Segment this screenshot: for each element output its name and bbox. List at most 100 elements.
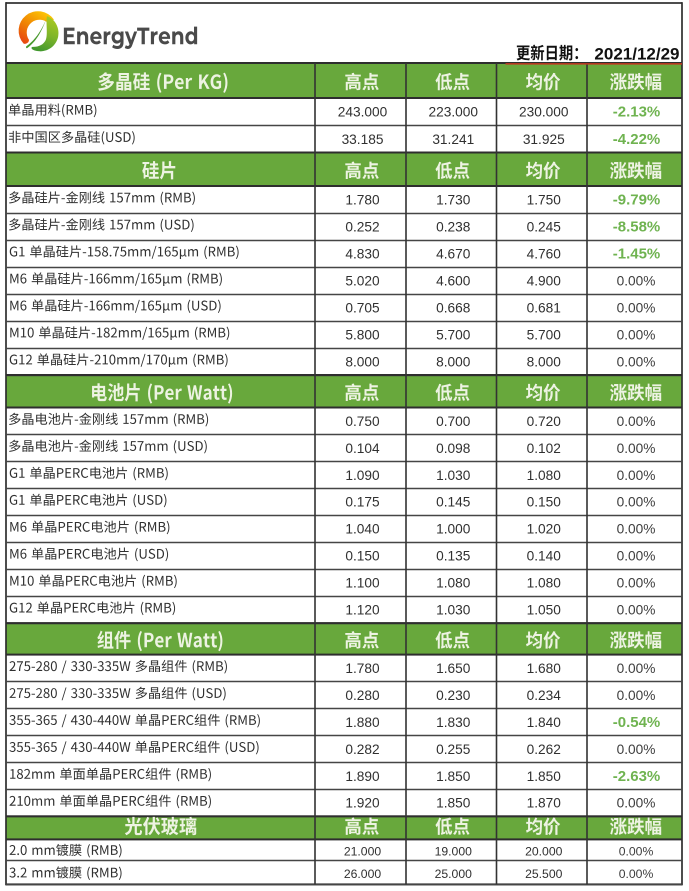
svg-text:1.680: 1.680	[527, 661, 562, 676]
svg-text:0.234: 0.234	[527, 688, 562, 703]
svg-text:0.668: 0.668	[436, 300, 471, 315]
svg-text:1.000: 1.000	[436, 522, 471, 537]
svg-text:0.681: 0.681	[527, 300, 561, 315]
svg-text:0.00%: 0.00%	[617, 273, 656, 288]
svg-text:8.000: 8.000	[436, 354, 471, 369]
svg-text:1.850: 1.850	[527, 769, 562, 784]
svg-text:1.870: 1.870	[527, 796, 562, 811]
svg-text:1.750: 1.750	[527, 192, 562, 207]
svg-text:1.080: 1.080	[527, 576, 562, 591]
svg-text:0.00%: 0.00%	[619, 867, 654, 881]
svg-text:1.780: 1.780	[345, 661, 380, 676]
svg-text:0.00%: 0.00%	[617, 603, 656, 618]
svg-text:1.920: 1.920	[345, 796, 380, 811]
svg-text:0.00%: 0.00%	[617, 327, 656, 342]
svg-text:25.500: 25.500	[525, 867, 562, 881]
svg-text:0.00%: 0.00%	[617, 661, 656, 676]
svg-text:2021/12/29: 2021/12/29	[594, 44, 679, 63]
svg-text:0.150: 0.150	[527, 495, 562, 510]
svg-text:25.000: 25.000	[435, 867, 472, 881]
svg-text:-4.22%: -4.22%	[613, 131, 661, 148]
svg-text:1.850: 1.850	[436, 769, 471, 784]
svg-text:0.00%: 0.00%	[617, 688, 656, 703]
svg-text:1.850: 1.850	[436, 796, 471, 811]
svg-text:0.750: 0.750	[345, 414, 380, 429]
svg-text:0.720: 0.720	[527, 414, 562, 429]
svg-text:1.830: 1.830	[436, 715, 471, 730]
svg-text:223.000: 223.000	[429, 105, 479, 120]
svg-text:1.840: 1.840	[527, 715, 562, 730]
svg-text:-1.45%: -1.45%	[613, 245, 661, 262]
svg-text:31.241: 31.241	[432, 132, 474, 147]
svg-text:1.650: 1.650	[436, 661, 471, 676]
svg-text:19.000: 19.000	[435, 845, 472, 859]
svg-text:1.080: 1.080	[436, 576, 471, 591]
svg-text:1.090: 1.090	[345, 468, 380, 483]
svg-text:0.00%: 0.00%	[617, 300, 656, 315]
svg-text:0.282: 0.282	[345, 742, 379, 757]
svg-text:0.00%: 0.00%	[617, 549, 656, 564]
svg-text:0.262: 0.262	[527, 742, 561, 757]
svg-text:4.600: 4.600	[436, 273, 471, 288]
svg-text:1.730: 1.730	[436, 192, 471, 207]
svg-text:1.080: 1.080	[527, 468, 562, 483]
svg-text:0.00%: 0.00%	[617, 441, 656, 456]
svg-text:0.00%: 0.00%	[617, 796, 656, 811]
svg-text:26.000: 26.000	[344, 867, 381, 881]
svg-text:0.00%: 0.00%	[617, 495, 656, 510]
svg-text:0.252: 0.252	[345, 219, 379, 234]
svg-text:1.050: 1.050	[527, 603, 562, 618]
svg-text:0.00%: 0.00%	[617, 468, 656, 483]
svg-text:0.00%: 0.00%	[617, 576, 656, 591]
svg-text:1.780: 1.780	[345, 192, 380, 207]
svg-text:0.00%: 0.00%	[617, 354, 656, 369]
svg-text:4.900: 4.900	[527, 273, 562, 288]
svg-text:0.00%: 0.00%	[617, 414, 656, 429]
svg-text:-8.58%: -8.58%	[613, 218, 661, 235]
svg-text:5.700: 5.700	[527, 327, 562, 342]
svg-text:0.098: 0.098	[436, 441, 471, 456]
svg-text:1.030: 1.030	[436, 603, 471, 618]
svg-text:0.255: 0.255	[436, 742, 471, 757]
svg-text:-0.54%: -0.54%	[613, 714, 661, 731]
svg-text:8.000: 8.000	[527, 354, 562, 369]
svg-text:20.000: 20.000	[525, 845, 562, 859]
svg-text:5.800: 5.800	[345, 327, 380, 342]
svg-text:0.175: 0.175	[345, 495, 380, 510]
svg-text:1.020: 1.020	[527, 522, 562, 537]
svg-text:-2.63%: -2.63%	[613, 768, 661, 785]
svg-text:230.000: 230.000	[519, 105, 569, 120]
svg-text:1.890: 1.890	[345, 769, 380, 784]
svg-text:0.140: 0.140	[527, 549, 562, 564]
svg-text:0.104: 0.104	[345, 441, 380, 456]
svg-text:243.000: 243.000	[338, 105, 388, 120]
svg-text:0.135: 0.135	[436, 549, 471, 564]
svg-text:21.000: 21.000	[344, 845, 381, 859]
svg-text:1.030: 1.030	[436, 468, 471, 483]
svg-text:-2.13%: -2.13%	[613, 104, 661, 121]
svg-text:0.245: 0.245	[527, 219, 562, 234]
svg-text:33.185: 33.185	[342, 132, 384, 147]
svg-text:0.705: 0.705	[345, 300, 380, 315]
svg-text:0.150: 0.150	[345, 549, 380, 564]
svg-text:4.760: 4.760	[527, 246, 562, 261]
svg-text:0.102: 0.102	[527, 441, 561, 456]
svg-text:1.100: 1.100	[345, 576, 380, 591]
svg-text:0.238: 0.238	[436, 219, 471, 234]
svg-text:5.700: 5.700	[436, 327, 471, 342]
svg-text:-9.79%: -9.79%	[613, 191, 661, 208]
svg-text:1.880: 1.880	[345, 715, 380, 730]
svg-text:31.925: 31.925	[523, 132, 565, 147]
svg-text:5.020: 5.020	[345, 273, 380, 288]
svg-text:8.000: 8.000	[345, 354, 380, 369]
svg-text:1.120: 1.120	[345, 603, 380, 618]
svg-text:0.280: 0.280	[345, 688, 380, 703]
svg-text:0.700: 0.700	[436, 414, 471, 429]
svg-text:0.00%: 0.00%	[617, 522, 656, 537]
svg-text:0.145: 0.145	[436, 495, 471, 510]
svg-text:0.230: 0.230	[436, 688, 471, 703]
svg-text:0.00%: 0.00%	[617, 742, 656, 757]
svg-text:4.830: 4.830	[345, 246, 380, 261]
svg-text:1.040: 1.040	[345, 522, 380, 537]
svg-text:0.00%: 0.00%	[619, 844, 654, 858]
